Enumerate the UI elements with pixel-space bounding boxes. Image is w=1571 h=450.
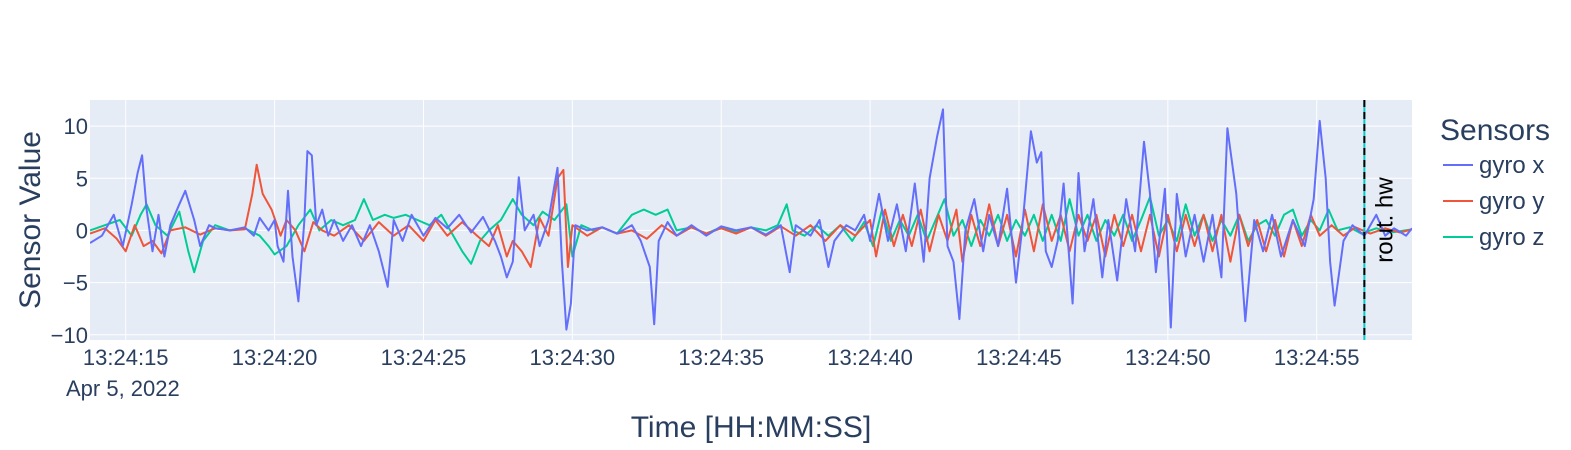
y-tick-label: −10 — [51, 323, 88, 348]
legend-item-gyro-x[interactable]: gyro x — [1443, 152, 1544, 179]
legend: Sensors gyro x gyro y gyro z — [1440, 114, 1550, 251]
plot-area — [90, 100, 1412, 340]
x-tick-label: 13:24:40 — [827, 345, 913, 370]
x-axis-title: Time [HH:MM:SS] — [631, 411, 872, 444]
legend-item-gyro-z[interactable]: gyro z — [1443, 224, 1544, 251]
x-tick-label: 13:24:45 — [976, 345, 1062, 370]
x-tick-label: 13:24:25 — [381, 345, 467, 370]
x-tick-label: 13:24:55 — [1274, 345, 1360, 370]
x-tick-label: 13:24:30 — [530, 345, 616, 370]
legend-label: gyro x — [1479, 152, 1544, 179]
date-label: Apr 5, 2022 — [66, 376, 180, 401]
y-tick-label: −5 — [63, 271, 88, 296]
series-layer — [90, 108, 1412, 331]
x-tick-label: 13:24:50 — [1125, 345, 1211, 370]
x-tick-label: 13:24:35 — [678, 345, 764, 370]
annotation-label: rout. hw — [1371, 177, 1398, 263]
x-tick-label: 13:24:15 — [83, 345, 169, 370]
legend-label: gyro y — [1479, 188, 1544, 215]
legend-item-gyro-y[interactable]: gyro y — [1443, 188, 1544, 215]
y-axis-ticks: 10 5 0 −5 −10 — [51, 114, 88, 348]
x-axis-ticks: 13:24:15 13:24:20 13:24:25 13:24:30 13:24:35… — [83, 345, 1360, 370]
x-tick-label: 13:24:20 — [232, 345, 318, 370]
legend-title: Sensors — [1440, 114, 1550, 147]
y-tick-label: 0 — [76, 218, 88, 243]
y-axis-title: Sensor Value — [14, 131, 47, 309]
series-line-gyro-x — [90, 108, 1412, 331]
y-tick-label: 10 — [64, 114, 88, 139]
y-tick-label: 5 — [76, 166, 88, 191]
annotation-layer: rout. hw — [1363, 100, 1398, 340]
legend-label: gyro z — [1479, 224, 1544, 251]
